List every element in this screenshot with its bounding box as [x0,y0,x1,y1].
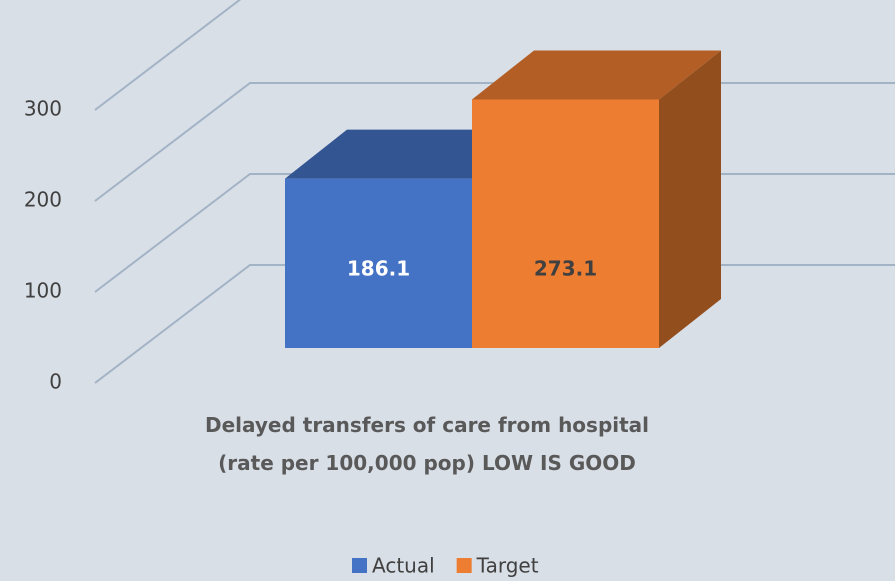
legend-label: Target [476,554,539,578]
bar-top [285,129,534,179]
bar-front [472,99,659,348]
data-label: 273.1 [534,257,597,281]
x-tick-label-line: Delayed transfers of care from hospital [205,413,649,437]
bar [472,50,721,348]
legend-swatch [352,558,367,573]
bar-front [285,178,472,348]
y-tick-label: 300 [24,97,62,121]
y-tick-label: 200 [24,188,62,212]
legend-label: Actual [372,554,435,578]
y-tick-label: 0 [49,370,62,394]
y-tick-label: 100 [24,279,62,303]
legend-swatch [456,558,472,573]
bar-top [472,50,721,100]
x-tick-label-line: (rate per 100,000 pop) LOW IS GOOD [218,451,636,475]
grid-line [94,0,242,111]
bar-side [659,50,721,348]
data-label: 186.1 [347,257,410,281]
x-tick-label: Delayed transfers of care from hospital (… [205,413,649,475]
